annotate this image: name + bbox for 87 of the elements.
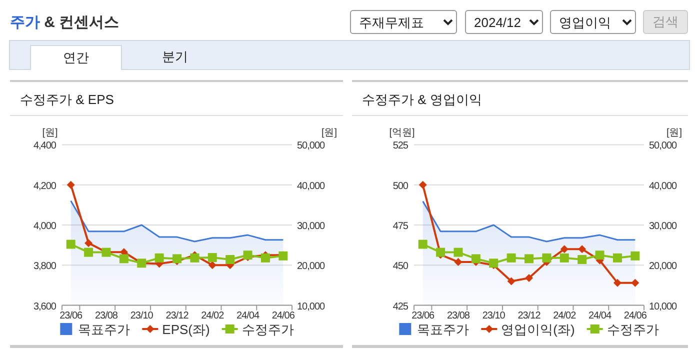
y-tick-label: 4,200 bbox=[33, 180, 57, 192]
x-tick-label: 23/12 bbox=[166, 310, 190, 322]
x-tick-label: 23/08 bbox=[94, 310, 118, 322]
x-tick-label: 23/10 bbox=[130, 310, 154, 322]
x-tick-label: 23/10 bbox=[482, 310, 506, 322]
x-tick-label: 23/06 bbox=[60, 310, 84, 322]
point bbox=[525, 274, 533, 282]
point bbox=[208, 253, 217, 262]
y-tick-label: 525 bbox=[392, 140, 409, 152]
text: 분기 bbox=[161, 48, 189, 66]
point bbox=[489, 258, 498, 268]
y2-tick-label: 30,000 bbox=[649, 221, 678, 232]
y-tick-label: 4,000 bbox=[33, 221, 57, 232]
y-axis-title: [원] bbox=[42, 128, 58, 139]
chart-title: 수정주가 & 영업이익 bbox=[362, 91, 482, 109]
y-axis-title: [억원] bbox=[389, 128, 415, 139]
point bbox=[84, 239, 93, 248]
y2-tick-label: 40,000 bbox=[649, 180, 678, 192]
y-tick-label: 500 bbox=[392, 180, 409, 192]
legend-label: 수정주가 bbox=[242, 322, 294, 337]
point bbox=[612, 253, 622, 262]
text: 주가 & 컨센서스 bbox=[10, 13, 120, 32]
point bbox=[613, 278, 622, 287]
legend-label: 수정주가 bbox=[606, 322, 659, 337]
text: 주재무제표 bbox=[350, 10, 457, 34]
legend-label: 목표주가 bbox=[78, 322, 130, 337]
x-tick-label: 24/02 bbox=[201, 310, 225, 322]
point bbox=[260, 253, 270, 262]
point bbox=[560, 253, 569, 262]
chart-title: 수정주가 & EPS bbox=[20, 91, 114, 109]
point bbox=[524, 254, 534, 264]
point bbox=[226, 255, 235, 264]
y2-axis-title: [원] bbox=[321, 128, 338, 139]
point bbox=[454, 258, 462, 266]
point bbox=[471, 254, 480, 264]
x-tick-label: 24/06 bbox=[624, 310, 648, 322]
point bbox=[243, 250, 252, 260]
point bbox=[66, 180, 75, 189]
point bbox=[631, 278, 640, 287]
x-tick-label: 24/02 bbox=[553, 310, 577, 322]
point bbox=[154, 253, 164, 262]
text: 연간 bbox=[30, 45, 122, 70]
legend-label: 목표주가 bbox=[417, 322, 470, 337]
y2-tick-label: 20,000 bbox=[649, 261, 678, 272]
x-tick-label: 24/04 bbox=[236, 310, 260, 322]
y2-tick-label: 10,000 bbox=[297, 301, 326, 312]
y2-tick-label: 10,000 bbox=[649, 301, 678, 312]
point bbox=[507, 277, 516, 286]
x-tick-label: 23/12 bbox=[518, 310, 542, 322]
point bbox=[172, 254, 182, 264]
y2-tick-label: 20,000 bbox=[297, 261, 326, 272]
text: 영업이익 bbox=[550, 10, 636, 34]
y-tick-label: 3,600 bbox=[33, 301, 57, 312]
point bbox=[418, 240, 428, 249]
y2-tick-label: 50,000 bbox=[297, 140, 326, 152]
point bbox=[418, 180, 427, 189]
point bbox=[630, 251, 640, 260]
x-tick-label: 23/06 bbox=[412, 310, 436, 322]
point bbox=[84, 248, 94, 257]
y-tick-label: 450 bbox=[392, 261, 409, 272]
y-tick-label: 3,800 bbox=[33, 261, 57, 272]
point bbox=[119, 254, 128, 264]
y-tick-label: 4,400 bbox=[33, 140, 57, 152]
point bbox=[208, 261, 216, 270]
point bbox=[542, 253, 552, 262]
y2-tick-label: 30,000 bbox=[297, 221, 326, 232]
y-tick-label: 425 bbox=[392, 301, 409, 312]
x-tick-label: 24/04 bbox=[588, 310, 612, 322]
legend-label: 영업이익(좌) bbox=[501, 322, 575, 337]
point bbox=[560, 245, 568, 254]
point bbox=[66, 240, 76, 249]
x-tick-label: 24/06 bbox=[272, 310, 296, 322]
y2-tick-label: 40,000 bbox=[297, 180, 326, 192]
point bbox=[190, 253, 200, 262]
y2-tick-label: 50,000 bbox=[649, 140, 678, 152]
point bbox=[454, 248, 463, 257]
x-tick-label: 23/08 bbox=[446, 310, 470, 322]
point bbox=[436, 248, 446, 257]
point bbox=[578, 255, 587, 264]
point bbox=[595, 250, 604, 260]
y-tick-label: 475 bbox=[392, 221, 409, 232]
point bbox=[578, 245, 586, 254]
y2-axis-title: [원] bbox=[666, 128, 682, 139]
text: 2024/12 bbox=[465, 10, 543, 34]
text: 검색 bbox=[643, 10, 688, 34]
legend-label: EPS(좌) bbox=[162, 322, 210, 337]
point bbox=[506, 253, 516, 262]
